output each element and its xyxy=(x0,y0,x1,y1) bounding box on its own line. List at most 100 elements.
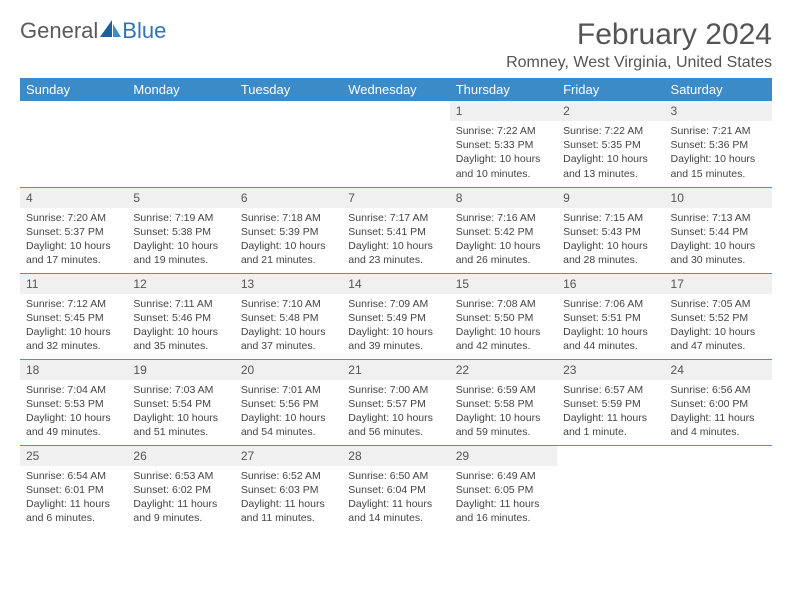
day-number: 15 xyxy=(450,274,557,294)
day-data: Sunrise: 6:49 AMSunset: 6:05 PMDaylight:… xyxy=(450,466,557,529)
day-data: Sunrise: 7:06 AMSunset: 5:51 PMDaylight:… xyxy=(557,294,664,357)
weekday-header: Tuesday xyxy=(235,78,342,101)
weekday-header-row: SundayMondayTuesdayWednesdayThursdayFrid… xyxy=(20,78,772,101)
day-data: Sunrise: 6:50 AMSunset: 6:04 PMDaylight:… xyxy=(342,466,449,529)
day-number: 6 xyxy=(235,188,342,208)
day-data: Sunrise: 7:22 AMSunset: 5:33 PMDaylight:… xyxy=(450,121,557,184)
day-number: 26 xyxy=(127,446,234,466)
day-data: Sunrise: 7:03 AMSunset: 5:54 PMDaylight:… xyxy=(127,380,234,443)
calendar-cell: 1Sunrise: 7:22 AMSunset: 5:33 PMDaylight… xyxy=(450,101,557,187)
day-data: Sunrise: 7:16 AMSunset: 5:42 PMDaylight:… xyxy=(450,208,557,271)
weekday-header: Monday xyxy=(127,78,234,101)
weekday-header: Saturday xyxy=(665,78,772,101)
day-number: 9 xyxy=(557,188,664,208)
calendar-cell: 27Sunrise: 6:52 AMSunset: 6:03 PMDayligh… xyxy=(235,445,342,531)
calendar-cell xyxy=(127,101,234,187)
calendar-cell: 19Sunrise: 7:03 AMSunset: 5:54 PMDayligh… xyxy=(127,359,234,445)
day-number: 2 xyxy=(557,101,664,121)
calendar-cell: 20Sunrise: 7:01 AMSunset: 5:56 PMDayligh… xyxy=(235,359,342,445)
calendar-row: 18Sunrise: 7:04 AMSunset: 5:53 PMDayligh… xyxy=(20,359,772,445)
calendar-cell xyxy=(665,445,772,531)
day-number: 1 xyxy=(450,101,557,121)
day-data: Sunrise: 7:09 AMSunset: 5:49 PMDaylight:… xyxy=(342,294,449,357)
calendar-row: 11Sunrise: 7:12 AMSunset: 5:45 PMDayligh… xyxy=(20,273,772,359)
calendar-cell: 6Sunrise: 7:18 AMSunset: 5:39 PMDaylight… xyxy=(235,187,342,273)
calendar-cell: 24Sunrise: 6:56 AMSunset: 6:00 PMDayligh… xyxy=(665,359,772,445)
calendar-table: SundayMondayTuesdayWednesdayThursdayFrid… xyxy=(20,78,772,531)
calendar-cell: 16Sunrise: 7:06 AMSunset: 5:51 PMDayligh… xyxy=(557,273,664,359)
calendar-cell: 12Sunrise: 7:11 AMSunset: 5:46 PMDayligh… xyxy=(127,273,234,359)
day-data: Sunrise: 7:20 AMSunset: 5:37 PMDaylight:… xyxy=(20,208,127,271)
calendar-cell: 4Sunrise: 7:20 AMSunset: 5:37 PMDaylight… xyxy=(20,187,127,273)
day-data: Sunrise: 7:04 AMSunset: 5:53 PMDaylight:… xyxy=(20,380,127,443)
calendar-cell: 11Sunrise: 7:12 AMSunset: 5:45 PMDayligh… xyxy=(20,273,127,359)
day-number: 19 xyxy=(127,360,234,380)
day-number: 29 xyxy=(450,446,557,466)
weekday-header: Wednesday xyxy=(342,78,449,101)
day-number: 4 xyxy=(20,188,127,208)
calendar-cell: 23Sunrise: 6:57 AMSunset: 5:59 PMDayligh… xyxy=(557,359,664,445)
day-number: 23 xyxy=(557,360,664,380)
day-data: Sunrise: 6:57 AMSunset: 5:59 PMDaylight:… xyxy=(557,380,664,443)
calendar-cell: 25Sunrise: 6:54 AMSunset: 6:01 PMDayligh… xyxy=(20,445,127,531)
day-data: Sunrise: 7:19 AMSunset: 5:38 PMDaylight:… xyxy=(127,208,234,271)
calendar-cell: 9Sunrise: 7:15 AMSunset: 5:43 PMDaylight… xyxy=(557,187,664,273)
day-number: 3 xyxy=(665,101,772,121)
sail-icon xyxy=(100,18,122,44)
calendar-cell: 22Sunrise: 6:59 AMSunset: 5:58 PMDayligh… xyxy=(450,359,557,445)
location-text: Romney, West Virginia, United States xyxy=(506,54,772,72)
calendar-cell: 29Sunrise: 6:49 AMSunset: 6:05 PMDayligh… xyxy=(450,445,557,531)
day-data: Sunrise: 6:56 AMSunset: 6:00 PMDaylight:… xyxy=(665,380,772,443)
calendar-cell xyxy=(342,101,449,187)
page-header: General Blue February 2024 Romney, West … xyxy=(20,18,772,72)
day-number: 8 xyxy=(450,188,557,208)
calendar-cell: 15Sunrise: 7:08 AMSunset: 5:50 PMDayligh… xyxy=(450,273,557,359)
day-number: 25 xyxy=(20,446,127,466)
day-number: 27 xyxy=(235,446,342,466)
day-number: 17 xyxy=(665,274,772,294)
day-data: Sunrise: 7:13 AMSunset: 5:44 PMDaylight:… xyxy=(665,208,772,271)
day-number: 16 xyxy=(557,274,664,294)
logo: General Blue xyxy=(20,18,166,44)
calendar-cell xyxy=(235,101,342,187)
calendar-row: 25Sunrise: 6:54 AMSunset: 6:01 PMDayligh… xyxy=(20,445,772,531)
calendar-body: 1Sunrise: 7:22 AMSunset: 5:33 PMDaylight… xyxy=(20,101,772,531)
day-data: Sunrise: 7:12 AMSunset: 5:45 PMDaylight:… xyxy=(20,294,127,357)
day-number: 7 xyxy=(342,188,449,208)
calendar-cell xyxy=(557,445,664,531)
day-data: Sunrise: 7:17 AMSunset: 5:41 PMDaylight:… xyxy=(342,208,449,271)
day-data: Sunrise: 7:18 AMSunset: 5:39 PMDaylight:… xyxy=(235,208,342,271)
calendar-cell: 26Sunrise: 6:53 AMSunset: 6:02 PMDayligh… xyxy=(127,445,234,531)
day-data: Sunrise: 7:01 AMSunset: 5:56 PMDaylight:… xyxy=(235,380,342,443)
day-number: 28 xyxy=(342,446,449,466)
calendar-cell: 17Sunrise: 7:05 AMSunset: 5:52 PMDayligh… xyxy=(665,273,772,359)
weekday-header: Sunday xyxy=(20,78,127,101)
day-data: Sunrise: 7:22 AMSunset: 5:35 PMDaylight:… xyxy=(557,121,664,184)
day-number: 20 xyxy=(235,360,342,380)
day-number: 18 xyxy=(20,360,127,380)
page-title: February 2024 xyxy=(506,18,772,52)
day-number: 22 xyxy=(450,360,557,380)
title-block: February 2024 Romney, West Virginia, Uni… xyxy=(506,18,772,72)
day-data: Sunrise: 6:54 AMSunset: 6:01 PMDaylight:… xyxy=(20,466,127,529)
day-data: Sunrise: 6:52 AMSunset: 6:03 PMDaylight:… xyxy=(235,466,342,529)
calendar-cell: 5Sunrise: 7:19 AMSunset: 5:38 PMDaylight… xyxy=(127,187,234,273)
day-data: Sunrise: 6:59 AMSunset: 5:58 PMDaylight:… xyxy=(450,380,557,443)
day-number: 21 xyxy=(342,360,449,380)
logo-text-2: Blue xyxy=(122,18,166,44)
day-data: Sunrise: 7:08 AMSunset: 5:50 PMDaylight:… xyxy=(450,294,557,357)
day-number: 10 xyxy=(665,188,772,208)
calendar-cell: 7Sunrise: 7:17 AMSunset: 5:41 PMDaylight… xyxy=(342,187,449,273)
day-number: 11 xyxy=(20,274,127,294)
calendar-cell: 2Sunrise: 7:22 AMSunset: 5:35 PMDaylight… xyxy=(557,101,664,187)
day-data: Sunrise: 7:11 AMSunset: 5:46 PMDaylight:… xyxy=(127,294,234,357)
day-number: 5 xyxy=(127,188,234,208)
day-number: 12 xyxy=(127,274,234,294)
day-data: Sunrise: 7:05 AMSunset: 5:52 PMDaylight:… xyxy=(665,294,772,357)
calendar-cell: 28Sunrise: 6:50 AMSunset: 6:04 PMDayligh… xyxy=(342,445,449,531)
day-number: 13 xyxy=(235,274,342,294)
calendar-cell: 18Sunrise: 7:04 AMSunset: 5:53 PMDayligh… xyxy=(20,359,127,445)
logo-text-1: General xyxy=(20,18,98,44)
calendar-cell: 3Sunrise: 7:21 AMSunset: 5:36 PMDaylight… xyxy=(665,101,772,187)
calendar-cell xyxy=(20,101,127,187)
